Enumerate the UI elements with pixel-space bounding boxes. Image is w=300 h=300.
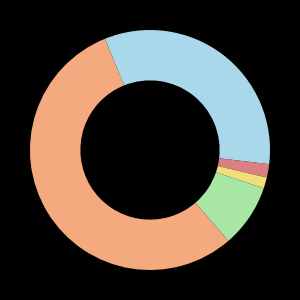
Wedge shape — [216, 166, 267, 188]
Wedge shape — [105, 30, 270, 164]
Wedge shape — [195, 172, 264, 241]
Wedge shape — [218, 158, 269, 178]
Wedge shape — [30, 39, 228, 270]
